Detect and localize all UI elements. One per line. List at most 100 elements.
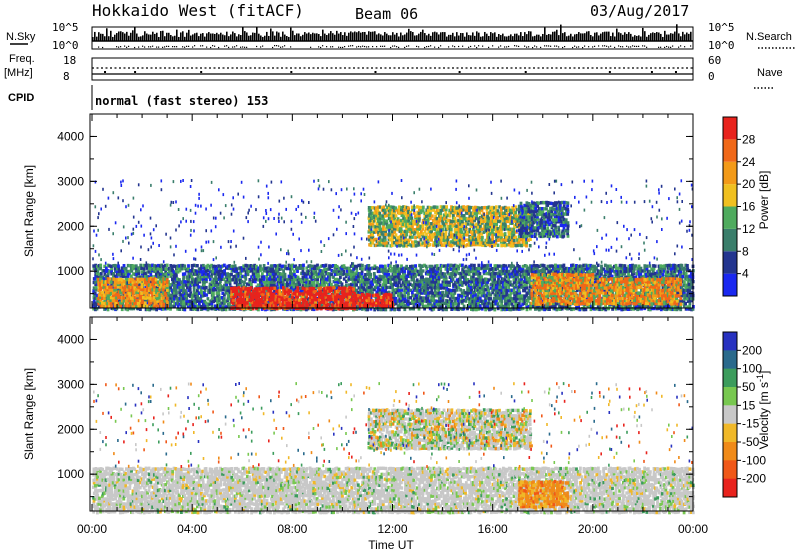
noise-bar: [242, 26, 244, 41]
heatmap-cell: [121, 304, 124, 308]
search-dot: [282, 46, 284, 48]
heatmap-cell: [187, 267, 190, 271]
search-dot: [546, 45, 548, 47]
heatmap-cell: [239, 275, 243, 279]
heatmap-cell: [149, 272, 153, 276]
noise-bar: [508, 35, 510, 41]
heatmap-cell: [376, 288, 380, 292]
heatmap-cell: [214, 283, 217, 287]
heatmap-cell: [190, 296, 194, 300]
noise-bar: [132, 30, 134, 41]
heatmap-cell: [174, 294, 178, 298]
heatmap-cell: [382, 285, 385, 290]
noise-bar: [208, 32, 210, 41]
heatmap-cell: [305, 272, 309, 276]
heatmap-cell: [355, 305, 359, 309]
heatmap-cell: [355, 288, 358, 293]
heatmap-cell: [403, 304, 407, 308]
search-dot: [332, 46, 334, 48]
heatmap-cell: [305, 266, 309, 270]
search-dot: [224, 45, 226, 47]
heatmap-cell: [224, 305, 228, 309]
heatmap-cell: [187, 288, 191, 293]
heatmap-cell: [221, 287, 225, 292]
noise-bar: [548, 34, 550, 41]
heatmap-cell: [206, 304, 210, 309]
heatmap-cell: [124, 266, 128, 271]
heatmap-cell: [364, 273, 367, 277]
heatmap-cell: [319, 272, 323, 276]
heatmap-cell: [102, 296, 106, 300]
heatmap-cell: [176, 277, 179, 281]
search-dot: [430, 45, 432, 47]
noise-bar: [576, 33, 578, 41]
heatmap-cell: [172, 299, 176, 303]
heatmap-cell: [210, 297, 214, 301]
heatmap-cell: [383, 274, 387, 278]
heatmap-cell: [364, 282, 367, 287]
heatmap-cell: [400, 302, 404, 306]
search-dot: [318, 46, 320, 48]
noise-bar: [434, 31, 436, 41]
noise-bar: [546, 34, 548, 41]
heatmap-cell: [273, 280, 276, 284]
heatmap-cell: [174, 271, 178, 276]
heatmap-cell: [399, 296, 403, 300]
heatmap-cell: [290, 272, 294, 276]
heatmap-cell: [382, 280, 386, 284]
heatmap-cell: [496, 293, 500, 298]
heatmap-cell: [394, 301, 398, 306]
heatmap-cell: [157, 263, 160, 268]
heatmap-cell: [126, 282, 130, 287]
search-dot: [344, 46, 346, 48]
heatmap-cell: [248, 264, 251, 268]
heatmap-cell: [189, 283, 193, 287]
heatmap-cell: [226, 264, 230, 269]
search-dot: [276, 45, 278, 47]
noise-bar: [262, 36, 264, 41]
heatmap-cell: [232, 275, 236, 279]
heatmap-cell: [267, 269, 271, 273]
heatmap-cell: [162, 307, 165, 311]
heatmap-cell: [310, 280, 314, 285]
heatmap-cell: [235, 271, 239, 276]
heatmap-cell: [106, 269, 110, 273]
heatmap-cell: [324, 277, 328, 281]
heatmap-cell: [99, 266, 103, 271]
noise-bar: [492, 33, 494, 41]
noise-bar: [338, 33, 340, 41]
heatmap-cell: [181, 307, 185, 311]
heatmap-cell: [160, 263, 164, 267]
heatmap-cell: [305, 283, 308, 287]
heatmap-cell: [353, 272, 357, 276]
heatmap-cell: [248, 266, 251, 270]
heatmap-cell: [310, 266, 314, 270]
heatmap-cell: [355, 270, 359, 274]
heatmap-cell: [370, 285, 373, 290]
noise-bar: [256, 26, 258, 41]
heatmap-cell: [337, 278, 341, 282]
heatmap-cell: [197, 285, 201, 289]
noise-bar: [360, 32, 362, 41]
heatmap-cell: [214, 278, 218, 282]
heatmap-cell: [117, 264, 120, 268]
heatmap-cell: [322, 274, 326, 279]
heatmap-cell: [126, 263, 130, 268]
heatmap-cell: [214, 288, 218, 292]
heatmap-cell: [355, 264, 358, 269]
search-dot: [492, 45, 494, 47]
heatmap-cell: [274, 269, 278, 273]
heatmap-cell: [373, 280, 376, 284]
noise-bar: [230, 34, 232, 41]
noise-bar: [668, 34, 670, 41]
heatmap-cell: [106, 272, 110, 276]
search-dot: [618, 45, 620, 47]
heatmap-cell: [202, 282, 206, 287]
noise-bar: [520, 32, 522, 41]
heatmap-cell: [344, 274, 348, 279]
noise-bar: [518, 35, 520, 41]
noise-bar: [474, 35, 476, 41]
heatmap-cell: [170, 267, 174, 271]
heatmap-cell: [94, 288, 98, 292]
search-dot: [638, 45, 640, 47]
